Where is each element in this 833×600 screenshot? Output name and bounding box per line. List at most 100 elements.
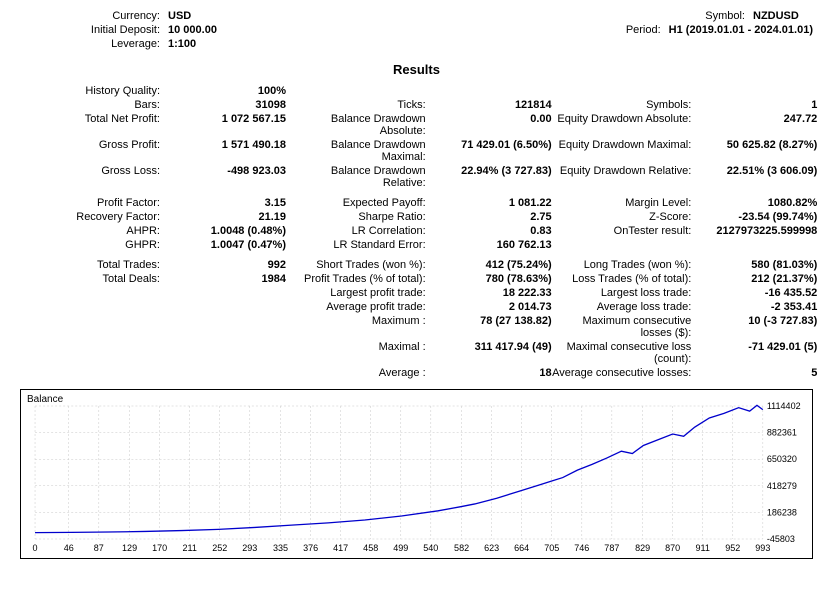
stat-label: Z-Score: [551, 211, 691, 223]
stat-value [166, 287, 286, 299]
stat-label: Equity Drawdown Maximal: [551, 139, 691, 163]
stat-value: 1.0048 (0.48%) [166, 225, 286, 237]
stats-cell: Balance Drawdown Maximal:71 429.01 (6.50… [286, 139, 548, 163]
stat-value: 1 072 567.15 [166, 113, 286, 137]
stat-value: -71 429.01 (5) [697, 341, 817, 365]
stats-cell: Bars:31098 [20, 99, 282, 111]
stat-label: AHPR: [20, 225, 160, 237]
svg-text:-45803: -45803 [767, 534, 795, 544]
svg-text:582: 582 [454, 543, 469, 553]
header-label: Initial Deposit: [20, 24, 160, 36]
stat-value: 1984 [166, 273, 286, 285]
svg-text:87: 87 [94, 543, 104, 553]
stats-cell: Equity Drawdown Maximal:50 625.82 (8.27%… [551, 139, 813, 163]
stat-label: Ticks: [286, 99, 426, 111]
stats-row: History Quality:100% [20, 85, 813, 97]
header-label: Symbol: [605, 10, 745, 22]
stat-label: Sharpe Ratio: [286, 211, 426, 223]
stats-cell: Total Net Profit:1 072 567.15 [20, 113, 282, 137]
header-currency: Currency: USD [20, 10, 228, 22]
stats-cell [551, 239, 813, 251]
stats-row: Bars:31098Ticks:121814Symbols:1 [20, 99, 813, 111]
stats-cell: LR Standard Error:160 762.13 [286, 239, 548, 251]
svg-text:211: 211 [182, 543, 196, 553]
stat-label [20, 367, 160, 379]
stat-label: Equity Drawdown Relative: [551, 165, 691, 189]
stats-cell: Balance Drawdown Relative:22.94% (3 727.… [286, 165, 548, 189]
stats-cell: Equity Drawdown Absolute:247.72 [551, 113, 813, 137]
stats-row: Profit Factor:3.15Expected Payoff:1 081.… [20, 197, 813, 209]
svg-text:499: 499 [393, 543, 408, 553]
stats-cell [20, 341, 282, 365]
stat-label: Maximal : [286, 341, 426, 365]
stat-label: Largest loss trade: [551, 287, 691, 299]
stats-cell [286, 85, 548, 97]
stat-label: Average profit trade: [286, 301, 426, 313]
stat-value: 18 222.33 [432, 287, 552, 299]
stat-label [20, 315, 160, 339]
header-value: NZDUSD [753, 10, 813, 22]
svg-text:293: 293 [242, 543, 257, 553]
stat-value [166, 301, 286, 313]
report-header: Currency: USD Symbol: NZDUSD Initial Dep… [20, 10, 813, 50]
stats-cell [20, 301, 282, 313]
stat-value: 2.75 [432, 211, 552, 223]
stat-label: Total Deals: [20, 273, 160, 285]
stats-cell: Profit Factor:3.15 [20, 197, 282, 209]
header-value: USD [168, 10, 228, 22]
svg-text:911: 911 [696, 543, 710, 553]
stat-value: 212 (21.37%) [697, 273, 817, 285]
stats-cell: Average profit trade:2 014.73 [286, 301, 548, 313]
svg-text:170: 170 [152, 543, 167, 553]
stat-label: Bars: [20, 99, 160, 111]
svg-text:650320: 650320 [767, 454, 797, 464]
stat-value: 3.15 [166, 197, 286, 209]
stats-row: Total Net Profit:1 072 567.15Balance Dra… [20, 113, 813, 137]
stat-label [551, 85, 691, 97]
stats-cell [551, 85, 813, 97]
svg-text:417: 417 [333, 543, 348, 553]
stat-value: 311 417.94 (49) [432, 341, 552, 365]
svg-text:129: 129 [122, 543, 137, 553]
svg-text:746: 746 [574, 543, 589, 553]
svg-text:418279: 418279 [767, 481, 797, 491]
stat-value: 1.0047 (0.47%) [166, 239, 286, 251]
svg-text:829: 829 [635, 543, 650, 553]
stat-label: Gross Loss: [20, 165, 160, 189]
stat-value: 160 762.13 [432, 239, 552, 251]
stats-cell: Sharpe Ratio:2.75 [286, 211, 548, 223]
stat-label: Average consecutive losses: [551, 367, 691, 379]
stats-row: Total Deals:1984Profit Trades (% of tota… [20, 273, 813, 285]
header-value: H1 (2019.01.01 - 2024.01.01) [669, 24, 813, 36]
stat-value [432, 85, 552, 97]
stat-value: 21.19 [166, 211, 286, 223]
svg-text:664: 664 [514, 543, 529, 553]
stat-label [551, 239, 691, 251]
stat-label: Balance Drawdown Absolute: [286, 113, 426, 137]
stat-value: 1080.82% [697, 197, 817, 209]
stat-label: Total Net Profit: [20, 113, 160, 137]
svg-text:623: 623 [484, 543, 499, 553]
stats-cell: Average :18 [286, 367, 548, 379]
stat-label: Gross Profit: [20, 139, 160, 163]
stat-value: -498 923.03 [166, 165, 286, 189]
stat-value [166, 315, 286, 339]
stats-cell: Maximum consecutive losses ($):10 (-3 72… [551, 315, 813, 339]
stat-label [20, 301, 160, 313]
stats-cell: Ticks:121814 [286, 99, 548, 111]
stat-value: 31098 [166, 99, 286, 111]
stat-label: Maximum : [286, 315, 426, 339]
stat-value: 78 (27 138.82) [432, 315, 552, 339]
stat-value: 121814 [432, 99, 552, 111]
stat-value [697, 85, 817, 97]
svg-text:540: 540 [423, 543, 438, 553]
stat-label: LR Correlation: [286, 225, 426, 237]
stats-cell: Loss Trades (% of total):212 (21.37%) [551, 273, 813, 285]
header-label: Currency: [20, 10, 160, 22]
stat-value: -16 435.52 [697, 287, 817, 299]
svg-text:186238: 186238 [767, 507, 797, 517]
stat-label: Maximal consecutive loss (count): [551, 341, 691, 365]
svg-text:882361: 882361 [767, 428, 797, 438]
stats-row: Average :18Average consecutive losses:5 [20, 367, 813, 379]
stats-row: GHPR:1.0047 (0.47%)LR Standard Error:160… [20, 239, 813, 251]
